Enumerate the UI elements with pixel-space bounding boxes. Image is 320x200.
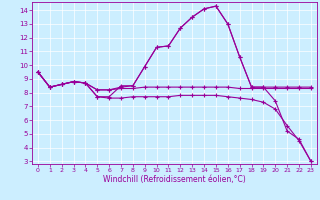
- X-axis label: Windchill (Refroidissement éolien,°C): Windchill (Refroidissement éolien,°C): [103, 175, 246, 184]
